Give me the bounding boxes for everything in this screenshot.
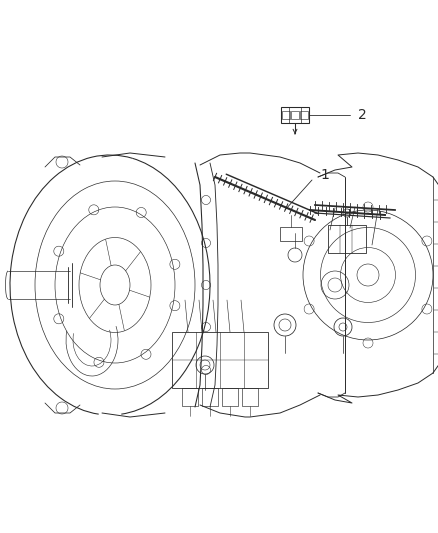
Text: 1: 1 — [320, 168, 329, 182]
Bar — [242, 388, 258, 406]
Bar — [222, 388, 238, 406]
Bar — [202, 388, 218, 406]
Text: 2: 2 — [358, 108, 367, 122]
Bar — [182, 388, 198, 406]
Bar — [280, 227, 302, 241]
Bar — [282, 111, 290, 119]
Bar — [172, 332, 268, 388]
Bar — [300, 111, 308, 119]
Bar — [291, 111, 299, 119]
Bar — [328, 225, 366, 253]
Bar — [281, 107, 309, 123]
